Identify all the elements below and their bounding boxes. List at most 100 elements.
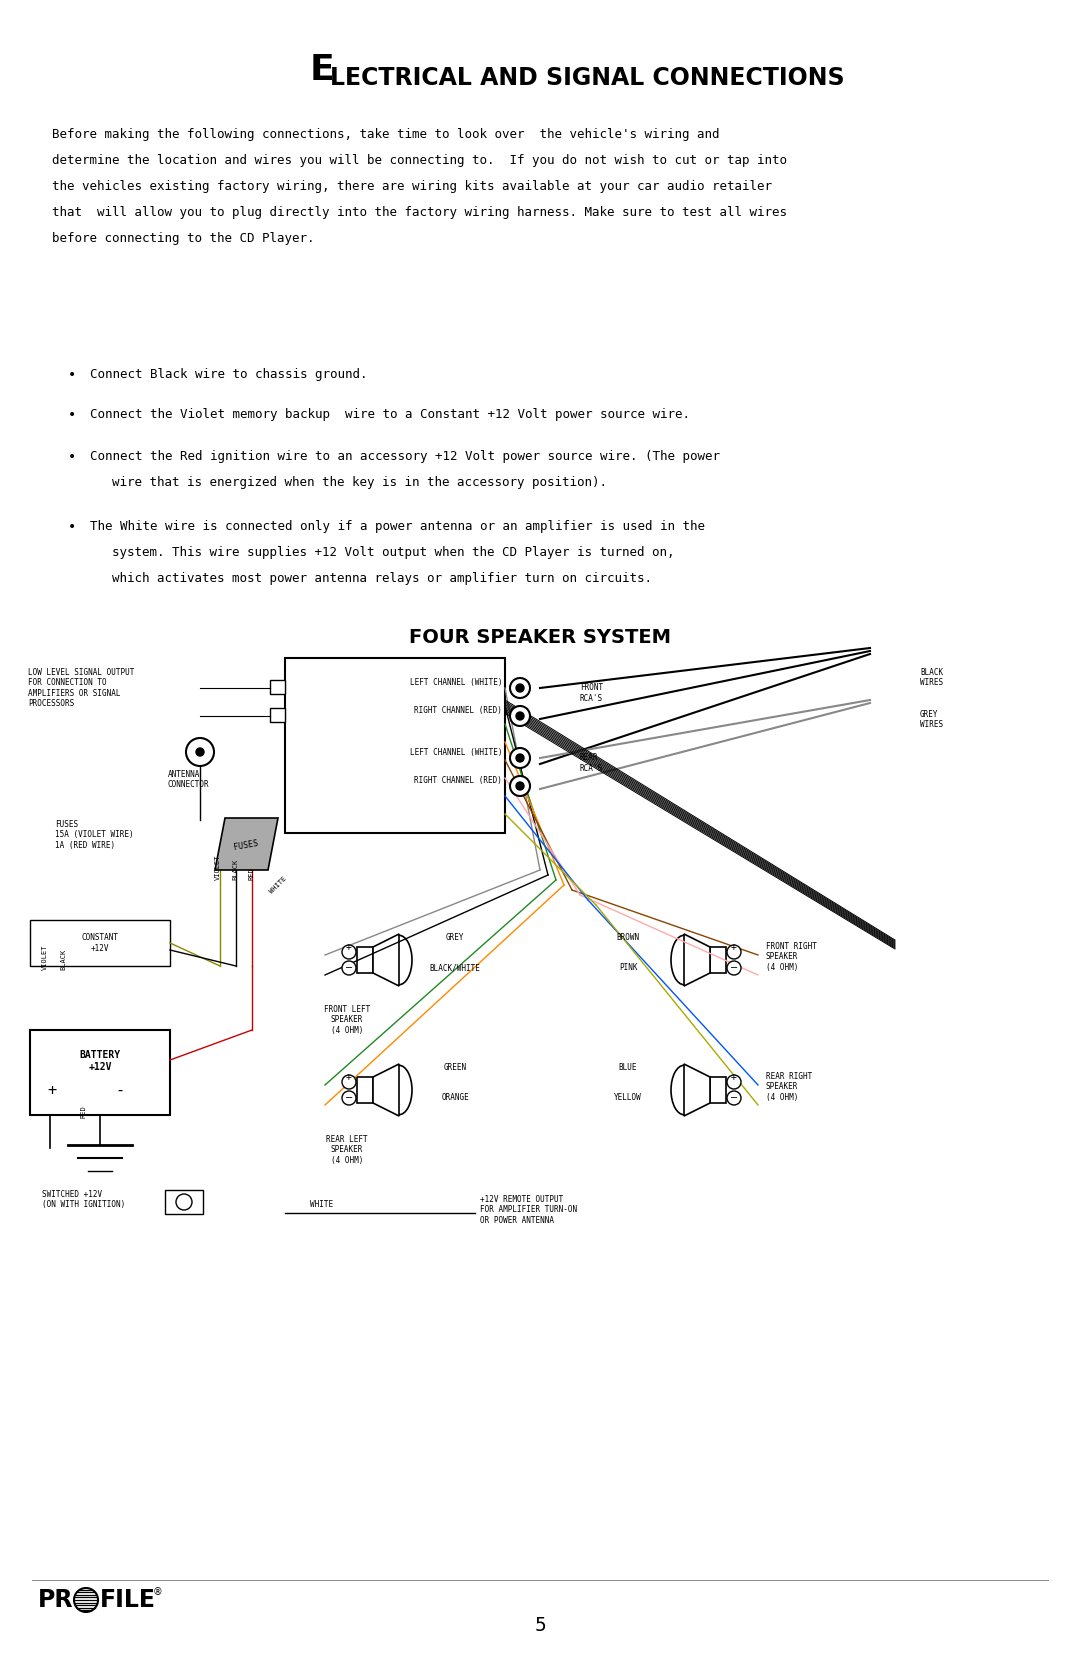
- Circle shape: [727, 961, 741, 975]
- Circle shape: [510, 776, 530, 796]
- Circle shape: [186, 738, 214, 766]
- Circle shape: [727, 1092, 741, 1105]
- Polygon shape: [373, 935, 399, 986]
- Text: GREEN: GREEN: [444, 1063, 467, 1071]
- Text: BLACK/WHITE: BLACK/WHITE: [430, 963, 481, 971]
- Text: +: +: [346, 1071, 352, 1082]
- Polygon shape: [215, 818, 278, 870]
- Text: +: +: [48, 1083, 56, 1098]
- Text: +: +: [346, 941, 352, 951]
- Text: that  will allow you to plug directly into the factory wiring harness. Make sure: that will allow you to plug directly int…: [52, 205, 787, 219]
- Bar: [357, 1077, 373, 1103]
- Text: WHITE: WHITE: [268, 875, 287, 895]
- Circle shape: [510, 748, 530, 768]
- Bar: [30, 920, 170, 966]
- Text: −: −: [345, 963, 353, 973]
- Bar: [357, 946, 373, 973]
- Text: BATTERY
+12V: BATTERY +12V: [80, 1050, 121, 1071]
- Circle shape: [342, 1075, 356, 1088]
- Text: The White wire is connected only if a power antenna or an amplifier is used in t: The White wire is connected only if a po…: [90, 521, 705, 532]
- Polygon shape: [684, 935, 710, 986]
- Text: CONSTANT
+12V: CONSTANT +12V: [81, 933, 119, 953]
- Text: PINK: PINK: [619, 963, 637, 971]
- Circle shape: [516, 713, 524, 719]
- Text: LEFT CHANNEL (WHITE): LEFT CHANNEL (WHITE): [409, 748, 502, 758]
- Circle shape: [727, 945, 741, 960]
- Circle shape: [342, 1092, 356, 1105]
- Text: LECTRICAL AND SIGNAL CONNECTIONS: LECTRICAL AND SIGNAL CONNECTIONS: [330, 67, 845, 90]
- Text: VIOLET: VIOLET: [215, 855, 221, 880]
- Text: BLUE: BLUE: [619, 1063, 637, 1071]
- Text: determine the location and wires you will be connecting to.  If you do not wish : determine the location and wires you wil…: [52, 154, 787, 167]
- Text: LOW LEVEL SIGNAL OUTPUT
FOR CONNECTION TO
AMPLIFIERS OR SIGNAL
PROCESSORS: LOW LEVEL SIGNAL OUTPUT FOR CONNECTION T…: [28, 668, 134, 708]
- Text: Connect Black wire to chassis ground.: Connect Black wire to chassis ground.: [90, 367, 367, 381]
- Text: SWITCHED +12V
(ON WITH IGNITION): SWITCHED +12V (ON WITH IGNITION): [42, 1190, 125, 1210]
- Circle shape: [75, 1587, 98, 1612]
- Text: BLACK
WIRES: BLACK WIRES: [920, 668, 943, 688]
- Text: BLACK: BLACK: [60, 948, 66, 970]
- Bar: [710, 1077, 726, 1103]
- Text: Connect the Red ignition wire to an accessory +12 Volt power source wire. (The p: Connect the Red ignition wire to an acce…: [90, 451, 720, 462]
- Circle shape: [510, 706, 530, 726]
- Text: •: •: [68, 451, 77, 464]
- Text: BROWN: BROWN: [617, 933, 639, 941]
- Text: FOUR SPEAKER SYSTEM: FOUR SPEAKER SYSTEM: [409, 628, 671, 648]
- Text: •: •: [68, 407, 77, 422]
- Circle shape: [516, 754, 524, 763]
- Circle shape: [727, 1075, 741, 1088]
- Circle shape: [195, 748, 204, 756]
- Bar: [270, 679, 285, 694]
- Polygon shape: [373, 1065, 399, 1117]
- Text: FRONT LEFT
SPEAKER
(4 OHM): FRONT LEFT SPEAKER (4 OHM): [324, 1005, 370, 1035]
- Text: RED: RED: [80, 1105, 86, 1118]
- Text: WHITE: WHITE: [310, 1200, 333, 1208]
- Text: the vehicles existing factory wiring, there are wiring kits available at your ca: the vehicles existing factory wiring, th…: [52, 180, 772, 194]
- Text: +: +: [731, 941, 737, 951]
- Circle shape: [510, 678, 530, 698]
- Text: wire that is energized when the key is in the accessory position).: wire that is energized when the key is i…: [112, 476, 607, 489]
- Text: FUSES: FUSES: [233, 838, 259, 851]
- Text: +: +: [731, 1071, 737, 1082]
- Text: FRONT RIGHT
SPEAKER
(4 OHM): FRONT RIGHT SPEAKER (4 OHM): [766, 941, 816, 971]
- Text: ORANGE: ORANGE: [441, 1093, 469, 1102]
- Bar: [270, 708, 285, 723]
- Text: before connecting to the CD Player.: before connecting to the CD Player.: [52, 232, 314, 245]
- Circle shape: [516, 684, 524, 693]
- Text: LEFT CHANNEL (WHITE): LEFT CHANNEL (WHITE): [409, 679, 502, 688]
- Bar: [30, 1030, 170, 1115]
- Text: VIOLET: VIOLET: [42, 945, 48, 970]
- Polygon shape: [684, 1065, 710, 1117]
- Bar: [165, 1190, 203, 1213]
- Text: 5: 5: [535, 1616, 545, 1634]
- Bar: [285, 658, 505, 833]
- Text: -: -: [116, 1083, 124, 1098]
- Text: which activates most power antenna relays or amplifier turn on circuits.: which activates most power antenna relay…: [112, 572, 652, 586]
- Text: REAR RIGHT
SPEAKER
(4 OHM): REAR RIGHT SPEAKER (4 OHM): [766, 1071, 812, 1102]
- Text: YELLOW: YELLOW: [615, 1093, 642, 1102]
- Text: Connect the Violet memory backup  wire to a Constant +12 Volt power source wire.: Connect the Violet memory backup wire to…: [90, 407, 690, 421]
- Text: −: −: [730, 1093, 738, 1103]
- Text: RIGHT CHANNEL (RED): RIGHT CHANNEL (RED): [414, 706, 502, 716]
- Text: PR: PR: [38, 1587, 73, 1612]
- Text: −: −: [730, 963, 738, 973]
- Text: GREY: GREY: [446, 933, 464, 941]
- Circle shape: [342, 945, 356, 960]
- Text: ®: ®: [153, 1587, 163, 1597]
- Text: RED: RED: [248, 868, 254, 880]
- Text: FILE: FILE: [100, 1587, 156, 1612]
- Circle shape: [516, 783, 524, 789]
- Text: •: •: [68, 521, 77, 534]
- Text: −: −: [345, 1093, 353, 1103]
- Circle shape: [176, 1193, 192, 1210]
- Bar: [710, 946, 726, 973]
- Text: E: E: [310, 53, 335, 87]
- Text: RIGHT CHANNEL (RED): RIGHT CHANNEL (RED): [414, 776, 502, 786]
- Text: system. This wire supplies +12 Volt output when the CD Player is turned on,: system. This wire supplies +12 Volt outp…: [112, 546, 675, 559]
- Text: GREY
WIRES: GREY WIRES: [920, 709, 943, 729]
- Text: REAR LEFT
SPEAKER
(4 OHM): REAR LEFT SPEAKER (4 OHM): [326, 1135, 368, 1165]
- Text: FUSES
15A (VIOLET WIRE)
1A (RED WIRE): FUSES 15A (VIOLET WIRE) 1A (RED WIRE): [55, 819, 134, 850]
- Circle shape: [342, 961, 356, 975]
- Text: •: •: [68, 367, 77, 382]
- Text: Before making the following connections, take time to look over  the vehicle's w: Before making the following connections,…: [52, 129, 719, 140]
- Text: BLACK: BLACK: [232, 860, 238, 880]
